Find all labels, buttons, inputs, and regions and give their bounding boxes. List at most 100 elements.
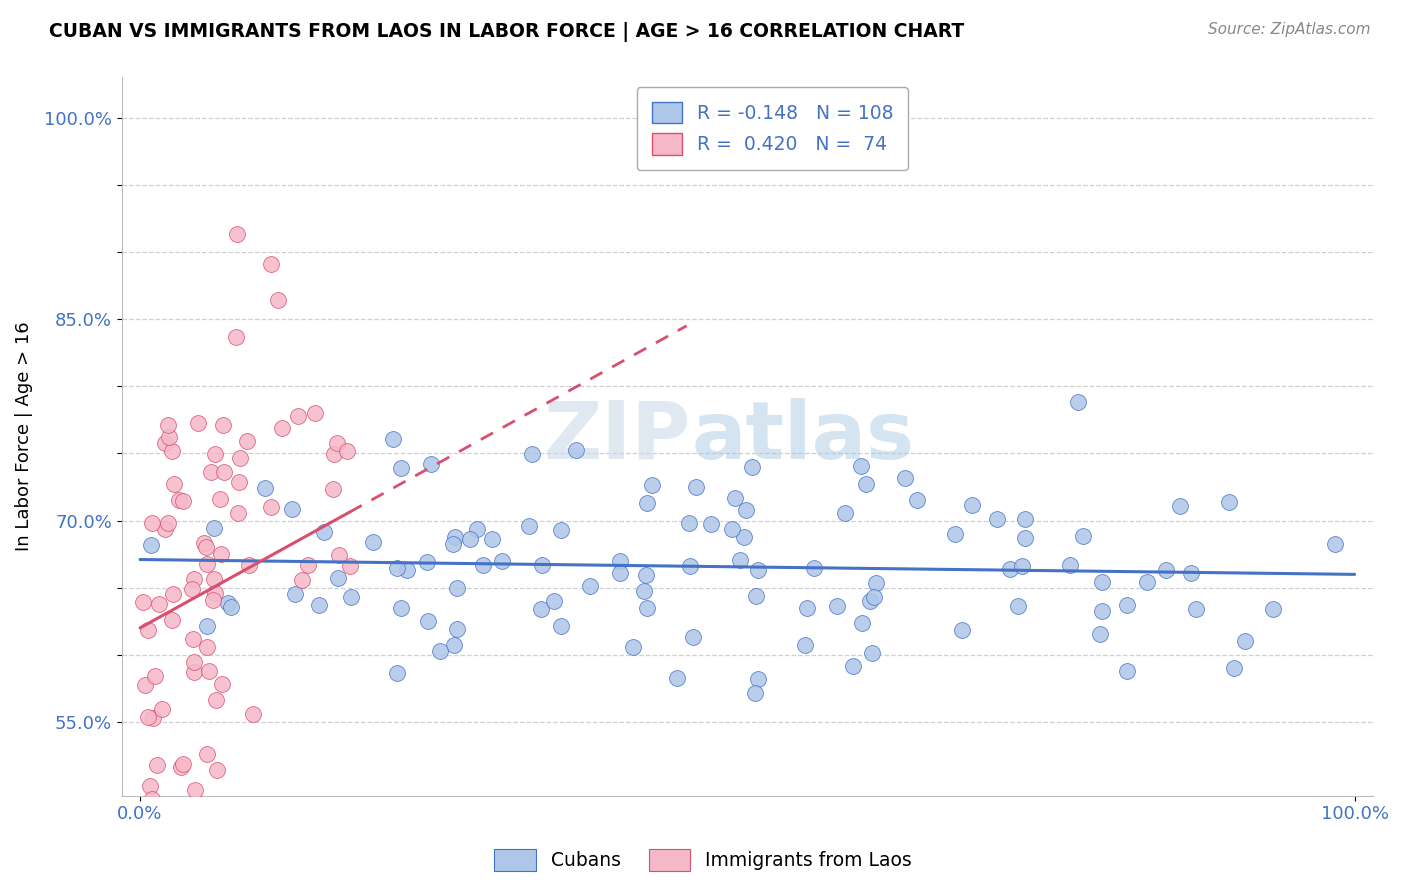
- Point: [153, 522, 176, 536]
- Point: [530, 601, 553, 615]
- Point: [550, 524, 572, 538]
- Point: [167, 492, 190, 507]
- Point: [863, 590, 886, 604]
- Point: [1091, 604, 1114, 618]
- Point: [157, 418, 180, 433]
- Point: [1218, 495, 1240, 509]
- Point: [134, 678, 156, 692]
- Point: [1011, 558, 1033, 573]
- Point: [183, 655, 205, 669]
- Point: [1073, 529, 1095, 543]
- Point: [335, 443, 357, 458]
- Point: [387, 561, 409, 575]
- Point: [322, 482, 344, 496]
- Point: [633, 584, 655, 599]
- Point: [1136, 574, 1159, 589]
- Point: [323, 447, 346, 461]
- Point: [1066, 395, 1088, 409]
- Point: [825, 599, 848, 613]
- Point: [986, 511, 1008, 525]
- Point: [160, 614, 183, 628]
- Point: [202, 572, 225, 586]
- Point: [267, 293, 290, 307]
- Point: [733, 530, 755, 544]
- Text: Source: ZipAtlas.com: Source: ZipAtlas.com: [1208, 22, 1371, 37]
- Point: [136, 624, 159, 638]
- Point: [314, 524, 336, 539]
- Point: [679, 558, 702, 573]
- Point: [389, 600, 412, 615]
- Point: [326, 436, 349, 450]
- Point: [998, 562, 1021, 576]
- Point: [1223, 661, 1246, 675]
- Text: atlas: atlas: [692, 398, 914, 475]
- Point: [1007, 599, 1029, 613]
- Point: [636, 568, 658, 582]
- Point: [730, 553, 752, 567]
- Point: [793, 639, 815, 653]
- Point: [139, 779, 162, 793]
- Point: [444, 530, 467, 544]
- Point: [225, 330, 247, 344]
- Point: [195, 558, 218, 572]
- Point: [229, 451, 252, 466]
- Point: [481, 532, 503, 546]
- Text: ZIP: ZIP: [544, 398, 692, 475]
- Point: [172, 493, 194, 508]
- Point: [204, 447, 226, 461]
- Point: [187, 417, 209, 431]
- Point: [1261, 602, 1284, 616]
- Point: [208, 491, 231, 506]
- Point: [226, 227, 249, 242]
- Point: [636, 601, 658, 615]
- Point: [308, 598, 330, 612]
- Point: [326, 571, 349, 585]
- Legend: Cubans, Immigrants from Laos: Cubans, Immigrants from Laos: [486, 841, 920, 878]
- Point: [281, 502, 304, 516]
- Point: [1323, 537, 1346, 551]
- Point: [1014, 512, 1036, 526]
- Point: [429, 643, 451, 657]
- Point: [328, 548, 350, 562]
- Point: [271, 421, 294, 435]
- Point: [197, 747, 219, 761]
- Point: [894, 471, 917, 485]
- Point: [163, 477, 186, 491]
- Point: [195, 640, 218, 654]
- Point: [834, 506, 856, 520]
- Point: [855, 477, 877, 491]
- Point: [180, 582, 202, 597]
- Point: [609, 566, 631, 581]
- Point: [458, 532, 481, 546]
- Point: [609, 553, 631, 567]
- Point: [720, 522, 742, 536]
- Point: [741, 459, 763, 474]
- Point: [162, 587, 184, 601]
- Point: [211, 417, 233, 432]
- Point: [744, 589, 766, 603]
- Point: [578, 579, 600, 593]
- Point: [641, 478, 664, 492]
- Point: [699, 516, 721, 531]
- Point: [1115, 664, 1137, 678]
- Point: [441, 537, 464, 551]
- Point: [156, 516, 179, 531]
- Point: [228, 475, 250, 490]
- Point: [1185, 602, 1208, 616]
- Point: [141, 792, 163, 806]
- Point: [183, 572, 205, 586]
- Point: [1180, 566, 1202, 581]
- Point: [621, 640, 644, 654]
- Point: [197, 619, 219, 633]
- Point: [565, 442, 588, 457]
- Point: [361, 535, 384, 549]
- Point: [184, 783, 207, 797]
- Point: [803, 561, 825, 575]
- Point: [242, 707, 264, 722]
- Point: [228, 506, 250, 520]
- Legend: R = -0.148   N = 108, R =  0.420   N =  74: R = -0.148 N = 108, R = 0.420 N = 74: [637, 87, 908, 169]
- Point: [1090, 627, 1112, 641]
- Point: [860, 646, 883, 660]
- Point: [381, 433, 404, 447]
- Point: [157, 430, 180, 444]
